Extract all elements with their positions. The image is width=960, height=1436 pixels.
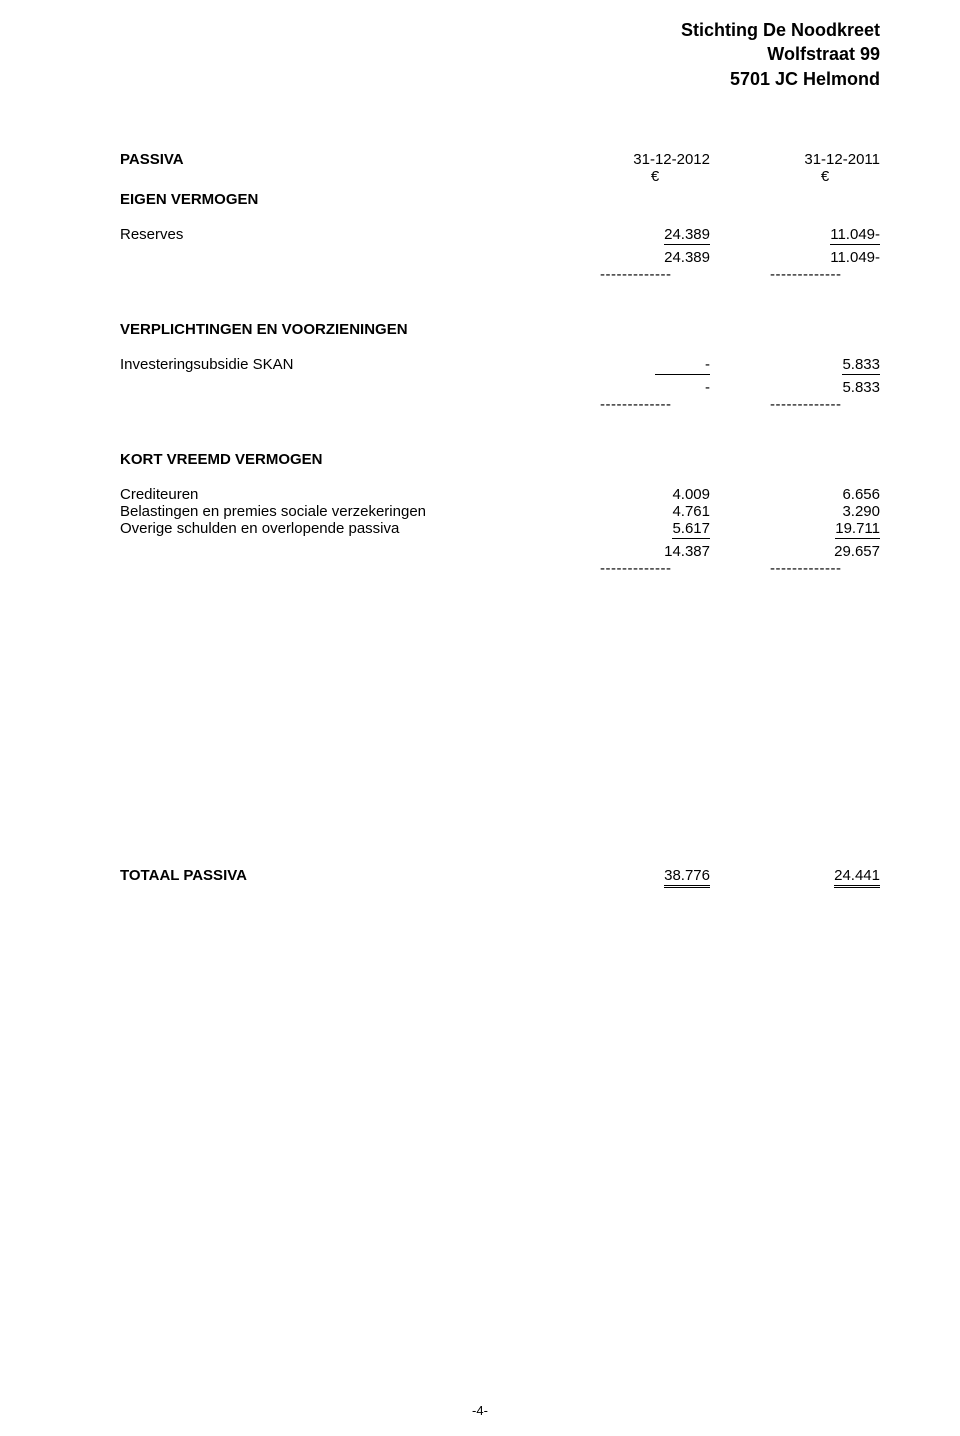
overige-row: Overige schulden en overlopende passiva … [120,520,880,537]
ev-dashes-1: ------------- [600,266,710,283]
passiva-title: PASSIVA [120,151,600,168]
eigen-vermogen-sub-c1: 24.389 [600,249,710,266]
ev-dashes-2: ------------- [770,266,880,283]
eigen-vermogen-title: EIGEN VERMOGEN [120,191,880,208]
belastingen-label: Belastingen en premies sociale verzekeri… [120,503,600,520]
overige-c1: 5.617 [672,520,710,539]
org-address: Wolfstraat 99 [120,42,880,66]
eigen-vermogen-dashes-row: ------------- ------------- [120,266,880,283]
verpl-dashes-1: ------------- [600,396,710,413]
overige-c2: 19.711 [835,520,880,539]
kv-dashes-2: ------------- [770,560,880,577]
verpl-dashes-2: ------------- [770,396,880,413]
verplichtingen-subtotal: - 5.833 [120,379,880,396]
skan-c1: - [655,356,710,375]
org-name: Stichting De Noodkreet [120,18,880,42]
kv-dashes-1: ------------- [600,560,710,577]
verpl-sub-c1: - [600,379,710,396]
crediteuren-c2: 6.656 [770,486,880,503]
eigen-vermogen-sub-c2: 11.049- [770,249,880,266]
totaal-label: TOTAAL PASSIVA [120,867,600,884]
currency-row: € € [120,168,880,185]
reserves-c1: 24.389 [664,226,710,245]
kv-sub-c2: 29.657 [770,543,880,560]
crediteuren-c1: 4.009 [600,486,710,503]
page-number: -4- [0,1403,960,1418]
reserves-label: Reserves [120,226,600,243]
skan-row: Investeringsubsidie SKAN - 5.833 [120,356,880,373]
verplichtingen-title: VERPLICHTINGEN EN VOORZIENINGEN [120,321,880,338]
kv-sub-c1: 14.387 [600,543,710,560]
verpl-sub-c2: 5.833 [770,379,880,396]
crediteuren-label: Crediteuren [120,486,600,503]
overige-label: Overige schulden en overlopende passiva [120,520,600,537]
col-date-2: 31-12-2011 [770,151,880,168]
totaal-row: TOTAAL PASSIVA 38.776 24.441 [120,867,880,884]
skan-c2: 5.833 [842,356,880,375]
column-headers: 31-12-2012 31-12-2011 [600,151,880,168]
passiva-heading-row: PASSIVA 31-12-2012 31-12-2011 [120,151,880,168]
belastingen-row: Belastingen en premies sociale verzekeri… [120,503,880,520]
kort-vreemd-dashes-row: ------------- ------------- [120,560,880,577]
crediteuren-row: Crediteuren 4.009 6.656 [120,486,880,503]
currency-2: € [770,168,880,185]
skan-label: Investeringsubsidie SKAN [120,356,600,373]
col-date-1: 31-12-2012 [600,151,710,168]
page: Stichting De Noodkreet Wolfstraat 99 570… [0,0,960,1436]
currency-1: € [600,168,710,185]
org-city: 5701 JC Helmond [120,67,880,91]
totaal-c2: 24.441 [834,867,880,888]
eigen-vermogen-subtotal: 24.389 11.049- [120,249,880,266]
kort-vreemd-title: KORT VREEMD VERMOGEN [120,451,880,468]
belastingen-c1: 4.761 [600,503,710,520]
belastingen-c2: 3.290 [770,503,880,520]
kort-vreemd-subtotal: 14.387 29.657 [120,543,880,560]
verplichtingen-dashes-row: ------------- ------------- [120,396,880,413]
org-header: Stichting De Noodkreet Wolfstraat 99 570… [120,18,880,91]
reserves-row: Reserves 24.389 11.049- [120,226,880,243]
totaal-c1: 38.776 [664,867,710,888]
reserves-c2: 11.049- [830,226,880,245]
